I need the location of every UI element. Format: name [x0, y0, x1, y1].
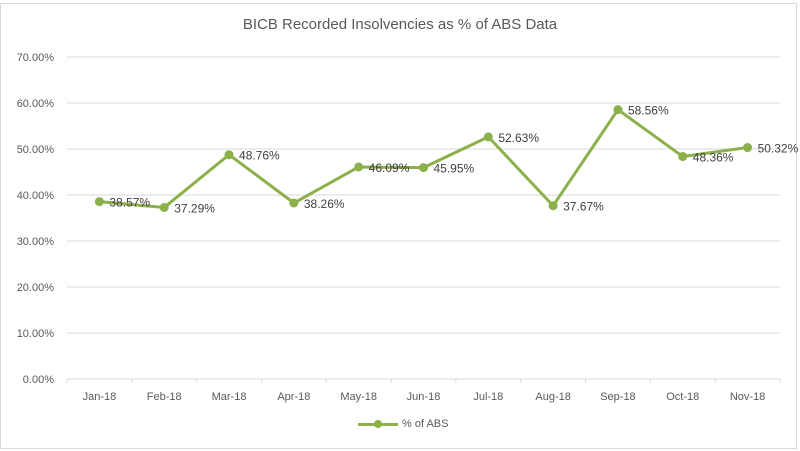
chart-legend: % of ABS [358, 418, 448, 430]
x-tick-label: Jun-18 [407, 391, 441, 403]
data-label: 45.95% [434, 162, 475, 176]
data-label: 38.26% [304, 197, 345, 211]
data-label: 58.56% [628, 104, 669, 118]
data-point-marker[interactable] [548, 201, 558, 211]
data-point-marker[interactable] [419, 163, 428, 173]
data-label: 50.32% [758, 142, 799, 156]
series-line [99, 108, 748, 209]
data-label: 48.36% [693, 151, 734, 165]
data-point-marker[interactable] [94, 197, 104, 207]
x-tick-label: Jul-18 [473, 391, 503, 403]
x-tick-label: May-18 [340, 391, 377, 403]
y-tick-label: 30.00% [17, 236, 55, 248]
legend-line-marker-icon [358, 419, 398, 429]
y-tick-label: 10.00% [17, 328, 55, 340]
y-tick-label: 60.00% [17, 98, 55, 110]
data-point-marker[interactable] [224, 150, 234, 160]
data-label: 46.09% [369, 161, 410, 175]
y-tick-label: 0.00% [23, 374, 54, 386]
data-point-marker[interactable] [613, 105, 623, 115]
x-tick-label: Mar-18 [212, 391, 247, 403]
data-label: 37.29% [174, 201, 215, 215]
x-tick-label: Aug-18 [535, 391, 570, 403]
x-tick-label: Oct-18 [666, 391, 699, 403]
data-point-marker[interactable] [678, 152, 688, 162]
x-tick-label: Sep-18 [600, 391, 635, 403]
chart-frame [0, 3, 797, 449]
data-point-marker[interactable] [354, 162, 364, 172]
x-tick-label: Apr-18 [277, 391, 310, 403]
data-label: 38.57% [109, 196, 150, 210]
x-tick-label: Nov-18 [730, 391, 765, 403]
data-label: 52.63% [498, 131, 539, 145]
data-point-marker[interactable] [743, 143, 753, 153]
chart-title: BICB Recorded Insolvencies as % of ABS D… [242, 16, 558, 33]
y-tick-label: 20.00% [17, 282, 55, 294]
y-tick-label: 40.00% [17, 190, 55, 202]
data-point-marker[interactable] [289, 198, 299, 208]
data-label: 48.76% [239, 149, 280, 163]
x-tick-label: Feb-18 [147, 391, 182, 403]
legend-label: % of ABS [402, 418, 449, 430]
data-point-marker[interactable] [159, 202, 169, 212]
data-point-marker[interactable] [483, 132, 493, 142]
data-label: 37.67% [563, 200, 604, 214]
y-tick-label: 50.00% [17, 144, 55, 156]
y-tick-label: 70.00% [17, 52, 55, 64]
x-tick-label: Jan-18 [83, 391, 117, 403]
